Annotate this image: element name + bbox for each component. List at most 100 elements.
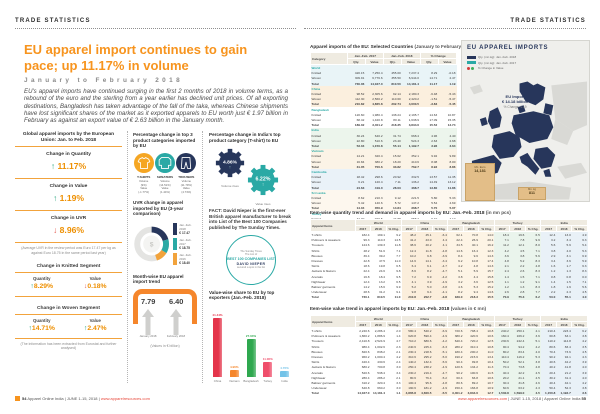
stat-value: ↑ 1.19%	[19, 193, 118, 203]
cell: 2,524.9	[370, 338, 387, 345]
stat-number: 14.71%	[31, 325, 55, 332]
cell: 352.1	[411, 154, 420, 159]
cell: 3.1	[556, 253, 572, 259]
cell: 5.4	[571, 242, 588, 249]
cell: 538.4	[370, 370, 387, 376]
header-row: 2017 2018% Chg. 2017 2018% Chg. 2017 2018% Ch…	[311, 321, 588, 329]
cell: 15.2	[478, 284, 495, 290]
cell: 798.4	[463, 327, 479, 334]
table-header: Category Jan.-Feb. 2017 Jan.-Feb. 2018% Ch…	[310, 51, 458, 66]
cell: 7,250.4	[372, 71, 383, 76]
cell: 7.1	[525, 274, 541, 280]
country-header-row: Vietnam	[310, 148, 457, 154]
cell: 1.19	[449, 81, 456, 86]
cell: -4.9	[432, 385, 448, 391]
cell: 12.7	[478, 390, 495, 397]
cell: 12.1	[509, 242, 526, 249]
cell: 380.2	[447, 333, 464, 339]
cell: 3.6	[463, 279, 479, 285]
cell: 3.64	[449, 144, 456, 149]
cell: Knitted	[311, 112, 322, 117]
cell: 8.86	[449, 164, 456, 169]
item-value-table: Apparel Items World China Bangladesh Turkey I…	[310, 314, 588, 397]
trend-value-february: 6.40	[169, 296, 184, 306]
cell: 0.8	[556, 274, 572, 280]
scale-caption: Mn. kg	[527, 188, 537, 191]
table-row: Shirts 980.4 1,002.6 2.3 240.6 225.4 -6.3 280.2…	[311, 344, 588, 350]
cell: 7,237.4	[408, 71, 420, 76]
t-shirt-icon	[133, 152, 154, 173]
cell: 250.1	[509, 327, 526, 334]
cell: 4.10	[438, 216, 456, 221]
scale-value: 811	[528, 191, 536, 195]
website-link[interactable]: www.apparelresources.com	[458, 396, 508, 401]
cell: 21.2	[556, 370, 572, 376]
cell: 2.4	[386, 359, 402, 365]
cell: 1.4	[386, 333, 402, 339]
cell: 51.6	[370, 248, 387, 254]
column-subheader: 2018	[555, 321, 573, 329]
donut-legend-item: Jan.-Feb. 2016 € 18.40	[173, 252, 197, 265]
stat-number: 8.96%	[59, 225, 85, 236]
stat-value: ↑ 11.17%	[19, 161, 118, 171]
cell: 3,401.2	[447, 390, 464, 397]
cell: 53.0	[540, 294, 557, 301]
cell: 9.4	[463, 289, 479, 295]
cell: 5.6	[525, 253, 541, 259]
cell: 4.0	[525, 349, 541, 355]
cell: 4.1	[401, 279, 417, 285]
quantity-value: ↑14.71%	[15, 325, 69, 332]
cell: 1.4	[540, 279, 557, 285]
cell: 4.8	[525, 364, 541, 371]
header-rule	[15, 28, 296, 29]
header-row: 2017 2018% Chg. 2017 2018% Chg. 2017 2018% Ch…	[311, 225, 588, 233]
cell: 68.42	[356, 118, 365, 123]
legend-item: Qty. (mn kg): Jan.-Feb. 2017	[467, 61, 516, 65]
trend-label-february: February 2018	[166, 333, 186, 338]
cell: 215.6	[463, 354, 479, 360]
gear-graphics: 4.86% ↑ Volume rises	[209, 146, 293, 206]
cell: 1.2	[540, 268, 557, 275]
website-link[interactable]: www.apparelresources.com	[100, 396, 150, 401]
cell: 5.9	[463, 268, 479, 275]
cell: 190.2	[447, 354, 464, 360]
table-row: Woven 112.30 2,560.2 110.60 2,420.2 -1.51 -5.4…	[310, 96, 457, 102]
cell: 47.5	[370, 258, 387, 264]
cell: Woven	[311, 97, 322, 102]
cell: 1.9	[556, 284, 572, 290]
country-header-row: Bangladesh	[310, 107, 457, 113]
cell: 8.00	[449, 159, 456, 164]
cell: 15.35	[447, 118, 456, 123]
quantity-label: Quantity	[33, 276, 51, 281]
cell: 0.0	[571, 274, 588, 280]
cell: 45.1	[416, 231, 433, 238]
cell: 100.4	[401, 380, 417, 386]
cell: 3,834.6	[408, 123, 420, 128]
cell: 11.0	[386, 294, 402, 301]
cell: 730.1	[355, 294, 371, 301]
cell: Knitted	[311, 175, 322, 180]
cell: 6.5	[386, 279, 402, 285]
cell: 3.8	[509, 253, 526, 259]
cell: 120.60	[354, 112, 365, 117]
quantity-value: ↑8.29%	[15, 283, 69, 290]
table-row: Knitted 8.62 210.3 9.12 221.5 5.80 5.33	[310, 195, 457, 201]
cell: 762.7	[411, 164, 420, 169]
cell: 9.8	[386, 268, 402, 275]
cell: Trousers	[311, 339, 324, 344]
cell: 14.2	[355, 284, 371, 290]
cell: 41.2	[401, 237, 417, 243]
cell: 114.8	[556, 338, 572, 345]
cell: 700.6	[374, 164, 383, 169]
cell: 31.8	[509, 380, 526, 386]
cell: Underwear	[311, 386, 327, 391]
woven-segment: Change in Woven Segment Quantity ↑14.71%…	[15, 302, 122, 339]
cell: 455.00	[391, 71, 401, 76]
cell: 332.5	[411, 175, 420, 180]
segment-value: Value ↓0.18%	[69, 276, 123, 290]
cell: -4.1	[432, 289, 448, 295]
cell: 31.4	[556, 375, 572, 381]
stat-number: 8.29%	[33, 283, 54, 290]
cell: 190.6	[401, 385, 417, 391]
cell: 6.3	[571, 237, 588, 243]
